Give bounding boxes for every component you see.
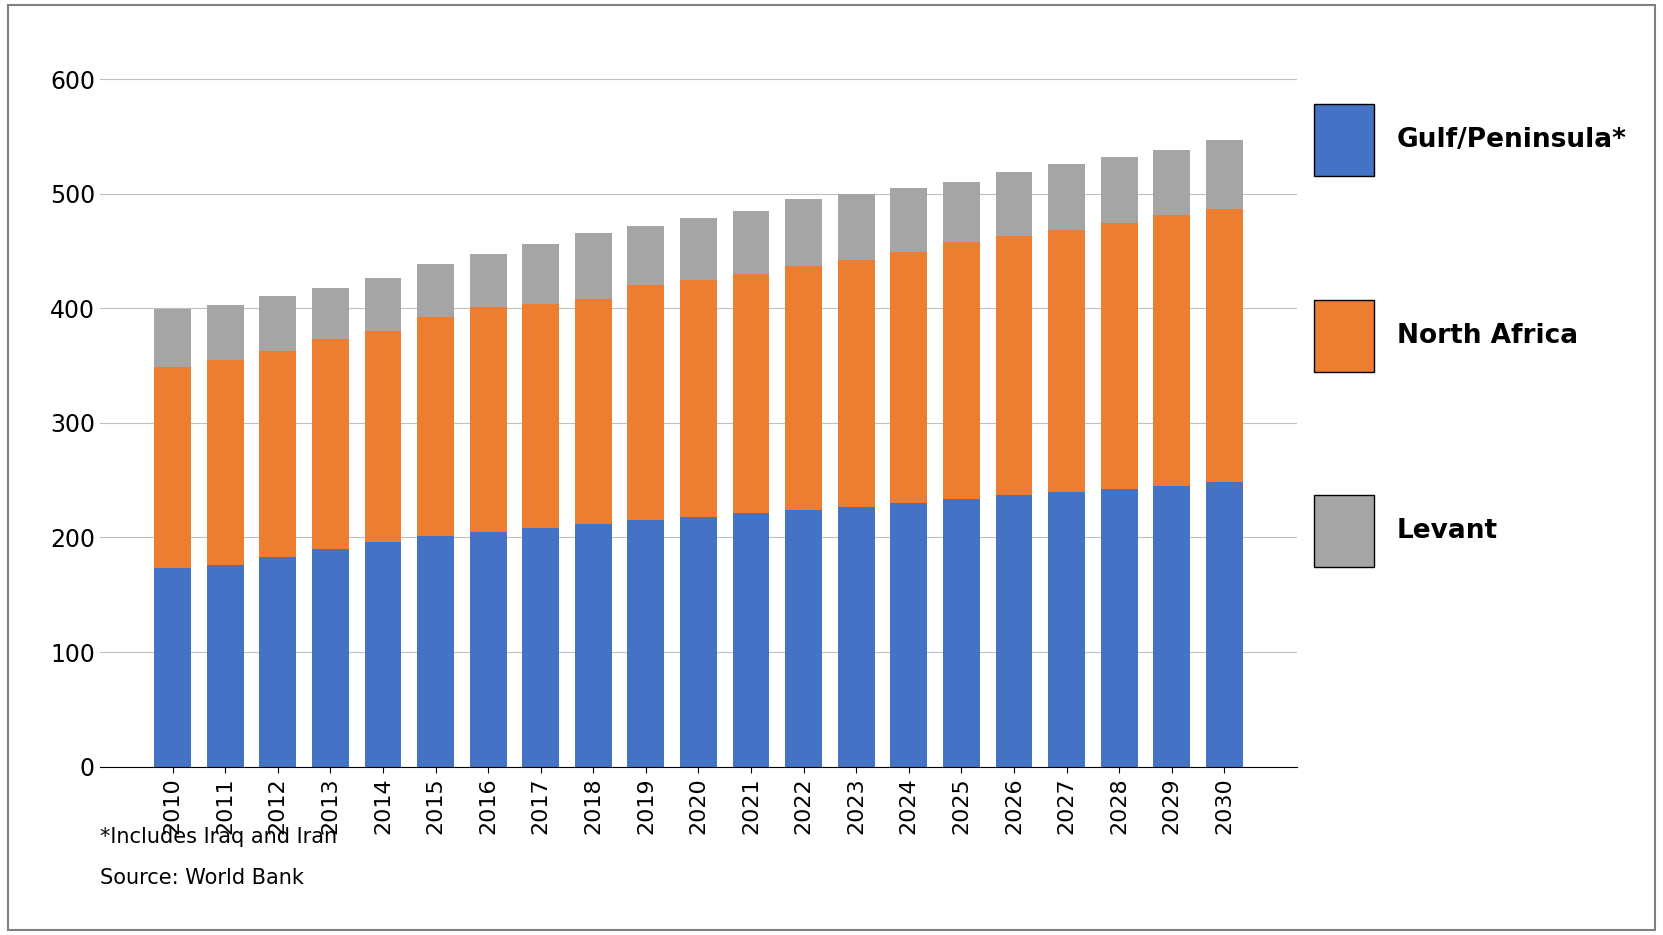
Bar (522, 528, 559, 767)
Bar (627, 225, 664, 285)
Text: Levant: Levant (1397, 518, 1498, 544)
Bar (1048, 230, 1084, 492)
Bar (155, 568, 191, 767)
FancyBboxPatch shape (1314, 496, 1374, 567)
Bar (785, 199, 822, 266)
Bar (1206, 482, 1242, 767)
Bar (155, 367, 191, 568)
Bar (733, 210, 770, 274)
Bar (259, 295, 296, 351)
Bar (1154, 486, 1191, 767)
Bar (313, 549, 349, 767)
Bar (575, 299, 612, 524)
Bar (680, 517, 717, 767)
Bar (575, 524, 612, 767)
Bar (364, 331, 401, 542)
Bar (575, 233, 612, 299)
Bar (838, 260, 875, 507)
Bar (469, 532, 507, 767)
Text: North Africa: North Africa (1397, 323, 1578, 349)
Bar (943, 498, 980, 767)
Bar (469, 307, 507, 532)
FancyBboxPatch shape (1314, 104, 1374, 176)
Bar (417, 264, 454, 317)
Bar (943, 242, 980, 498)
Bar (943, 182, 980, 242)
Bar (155, 309, 191, 367)
Bar (1101, 157, 1137, 223)
Text: Source: World Bank: Source: World Bank (100, 868, 304, 887)
Bar (313, 339, 349, 549)
Bar (1048, 492, 1084, 767)
Bar (259, 351, 296, 557)
Bar (890, 252, 928, 503)
Bar (364, 542, 401, 767)
Bar (1154, 215, 1191, 486)
Bar (259, 557, 296, 767)
Bar (522, 244, 559, 304)
Bar (1154, 151, 1191, 215)
Bar (838, 194, 875, 260)
Bar (522, 304, 559, 528)
Bar (206, 305, 243, 360)
FancyBboxPatch shape (1314, 299, 1374, 371)
Bar (364, 279, 401, 331)
Bar (417, 537, 454, 767)
Bar (313, 288, 349, 339)
Bar (890, 503, 928, 767)
Bar (627, 285, 664, 520)
Bar (996, 236, 1033, 495)
Bar (996, 495, 1033, 767)
Text: *Includes Iraq and Iran: *Includes Iraq and Iran (100, 827, 338, 847)
Bar (206, 360, 243, 565)
Bar (838, 507, 875, 767)
Bar (1206, 139, 1242, 209)
Text: Gulf/Peninsula*: Gulf/Peninsula* (1397, 127, 1626, 153)
Bar (733, 274, 770, 513)
Bar (469, 254, 507, 307)
Bar (1206, 209, 1242, 482)
Bar (890, 188, 928, 252)
Bar (785, 510, 822, 767)
Bar (1101, 489, 1137, 767)
Bar (417, 317, 454, 537)
Bar (785, 266, 822, 510)
Bar (996, 172, 1033, 236)
Bar (680, 280, 717, 517)
Bar (680, 218, 717, 280)
Bar (206, 565, 243, 767)
Bar (733, 513, 770, 767)
Bar (1101, 223, 1137, 489)
Bar (627, 520, 664, 767)
Bar (1048, 164, 1084, 230)
